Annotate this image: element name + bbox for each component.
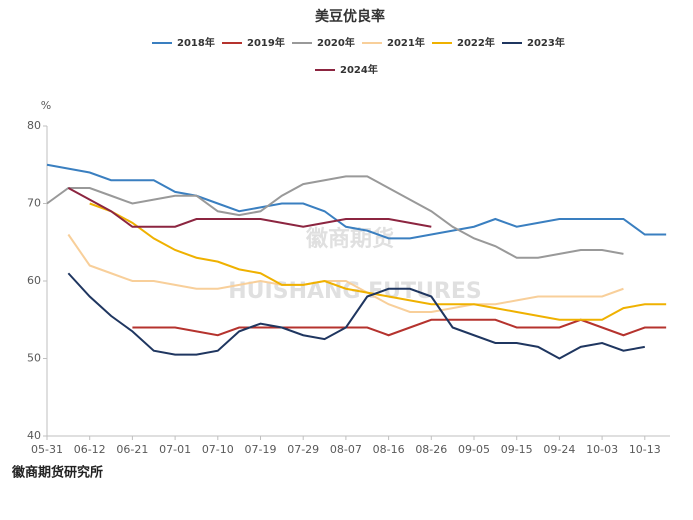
x-tick-label: 08-07	[330, 443, 362, 456]
legend-label: 2020年	[317, 36, 355, 49]
x-tick-label: 08-26	[415, 443, 447, 456]
legend-label: 2021年	[387, 36, 425, 49]
legend-label: 2024年	[340, 63, 378, 76]
y-axis-label: %	[41, 99, 51, 112]
x-tick-label: 07-19	[245, 443, 277, 456]
y-tick-label: 40	[27, 429, 41, 442]
x-tick-label: 05-31	[31, 443, 63, 456]
x-tick-label: 10-03	[586, 443, 618, 456]
y-tick-label: 50	[27, 352, 41, 365]
x-tick-label: 07-10	[202, 443, 234, 456]
legend-label: 2018年	[177, 36, 215, 49]
watermark: 徽商期货	[305, 226, 394, 252]
x-tick-label: 06-12	[74, 443, 106, 456]
series-line	[46, 175, 624, 259]
x-tick-label: 10-13	[629, 443, 661, 456]
series-line	[132, 318, 667, 337]
y-tick-label: 60	[27, 274, 41, 287]
x-tick-label: 07-29	[287, 443, 319, 456]
x-tick-label: 09-05	[458, 443, 490, 456]
y-tick-label: 70	[27, 197, 41, 210]
legend-label: 2023年	[527, 36, 565, 49]
footer: 徽商期货研究所	[11, 465, 103, 481]
x-tick-label: 07-01	[159, 443, 191, 456]
y-tick-label: 80	[27, 119, 41, 132]
series-line	[89, 202, 667, 321]
legend-label: 2019年	[247, 36, 285, 49]
series-line	[46, 163, 667, 240]
legend-label: 2022年	[457, 36, 495, 49]
x-tick-label: 08-16	[373, 443, 405, 456]
x-tick-label: 09-15	[501, 443, 533, 456]
x-tick-label: 06-21	[116, 443, 148, 456]
series-line	[67, 272, 645, 360]
x-tick-label: 09-24	[543, 443, 575, 456]
series-line	[67, 233, 624, 313]
chart-title: 美豆优良率	[315, 8, 385, 25]
series-line	[67, 187, 432, 228]
